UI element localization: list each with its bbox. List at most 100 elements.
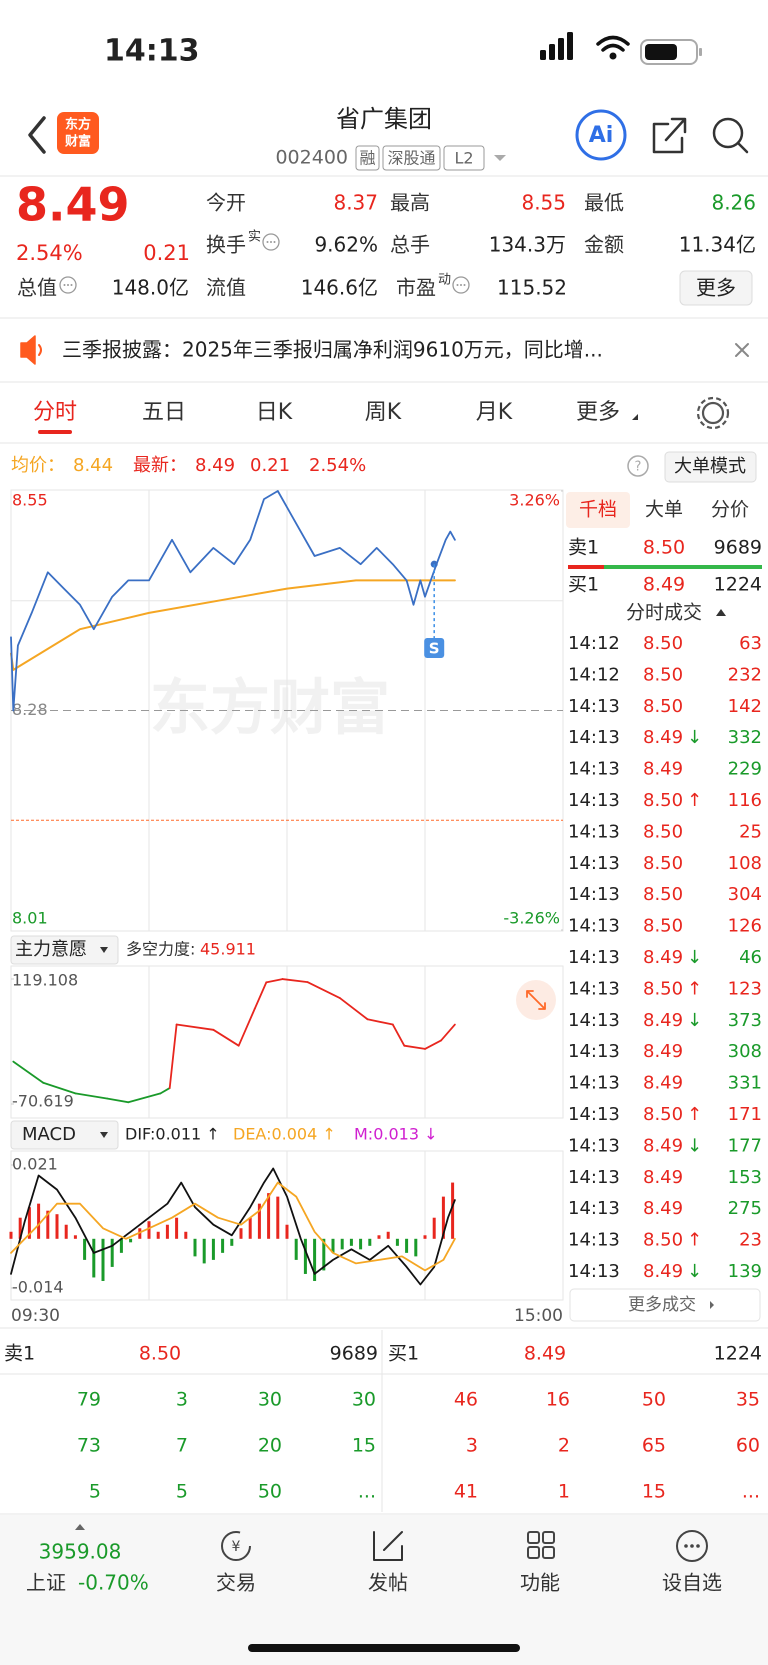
settings-icon[interactable] bbox=[701, 401, 725, 425]
intent-segment bbox=[306, 981, 341, 999]
battery-level bbox=[645, 44, 677, 60]
index-value[interactable]: 3959.08 bbox=[39, 1540, 122, 1564]
trade-price: 8.49 bbox=[643, 1167, 683, 1188]
bid-order: 35 bbox=[736, 1389, 760, 1411]
macd-selector[interactable] bbox=[10, 1120, 119, 1150]
bid-order: 2 bbox=[558, 1435, 570, 1457]
ai-button[interactable] bbox=[575, 109, 627, 161]
trade-time: 14:13 bbox=[568, 759, 620, 780]
help-mark: ? bbox=[635, 460, 642, 475]
search-button[interactable] bbox=[712, 117, 744, 149]
last-label: 最新： bbox=[133, 455, 187, 476]
macd-title[interactable]: MACD bbox=[22, 1124, 76, 1145]
battery-cap bbox=[699, 48, 702, 56]
dif-line bbox=[10, 1167, 456, 1286]
info-icon[interactable] bbox=[59, 276, 77, 294]
tab[interactable]: 更多 bbox=[576, 400, 620, 425]
field-value: 8.26 bbox=[711, 191, 756, 215]
intent-selector[interactable] bbox=[10, 935, 119, 965]
trade-direction: ↓ bbox=[687, 1261, 702, 1282]
nav-item[interactable]: 交易 bbox=[216, 1571, 256, 1595]
intent-segment bbox=[424, 1039, 442, 1050]
macd-bar bbox=[239, 1228, 243, 1239]
trade-volume: 332 bbox=[728, 727, 762, 748]
field-label: 今开 bbox=[206, 191, 246, 215]
ask-label: 卖1 bbox=[568, 537, 599, 559]
settings-gear[interactable] bbox=[696, 396, 730, 430]
intent-segment bbox=[440, 1023, 456, 1042]
field-label: 最高 bbox=[390, 191, 430, 215]
tab[interactable]: 五日 bbox=[142, 400, 186, 425]
intent-segment bbox=[253, 981, 268, 1010]
dea-line bbox=[10, 1181, 456, 1272]
trade-price: 8.49 bbox=[643, 947, 683, 968]
back-button[interactable] bbox=[28, 116, 46, 154]
intent-segment bbox=[403, 1044, 426, 1050]
macd-bar bbox=[184, 1231, 188, 1239]
bid-order: 60 bbox=[736, 1435, 760, 1457]
more-label[interactable]: 更多 bbox=[696, 276, 736, 300]
signal-bar bbox=[540, 50, 546, 60]
field-value: 8.37 bbox=[333, 191, 378, 215]
index-change[interactable]: -0.70% bbox=[78, 1571, 149, 1595]
ai-label[interactable]: Ai bbox=[589, 123, 614, 148]
intent-segment bbox=[74, 1092, 109, 1100]
close-notice[interactable] bbox=[735, 343, 749, 357]
info-dot bbox=[67, 284, 69, 286]
nav-item[interactable]: 发帖 bbox=[368, 1571, 408, 1595]
index-name[interactable]: 上证 bbox=[26, 1571, 66, 1595]
depth-tab[interactable]: 大单 bbox=[645, 499, 683, 521]
marker-label[interactable]: S bbox=[429, 640, 440, 658]
intent-segment bbox=[159, 1087, 171, 1095]
macd-bar bbox=[441, 1196, 445, 1239]
nav-item[interactable]: 设自选 bbox=[662, 1571, 722, 1595]
bid-price: 8.49 bbox=[524, 1343, 566, 1365]
status-time: 14:13 bbox=[104, 34, 200, 69]
signal-bar bbox=[567, 32, 573, 60]
change-value: 0.21 bbox=[250, 455, 290, 476]
intent-segment bbox=[12, 1060, 45, 1084]
tag-box bbox=[382, 145, 441, 171]
depth-tab[interactable]: 分价 bbox=[711, 499, 749, 521]
macd-bar bbox=[349, 1238, 353, 1246]
macd-bar bbox=[110, 1238, 114, 1267]
nav-item[interactable]: 功能 bbox=[520, 1571, 560, 1595]
y-tick-label: 0.021 bbox=[12, 1155, 58, 1174]
marker-box[interactable] bbox=[424, 638, 445, 658]
more-trades-label[interactable]: 更多成交 bbox=[628, 1295, 696, 1315]
macd-bar bbox=[92, 1238, 96, 1278]
tab[interactable]: 分时 bbox=[33, 400, 77, 425]
info-icon[interactable] bbox=[262, 233, 280, 251]
mode-label[interactable]: 大单模式 bbox=[674, 456, 746, 477]
watchlist-dot bbox=[690, 1544, 694, 1548]
depth-tab[interactable]: 千档 bbox=[579, 499, 617, 521]
y-tick-label: -70.619 bbox=[12, 1092, 74, 1111]
info-dot bbox=[460, 284, 462, 286]
notice-text[interactable]: 三季报披露：2025年三季报归属净利润9610万元，同比增... bbox=[62, 338, 603, 362]
more-button[interactable] bbox=[679, 270, 753, 306]
bid-order: 15 bbox=[642, 1481, 666, 1503]
macd-bar bbox=[37, 1203, 41, 1239]
bid-order: 16 bbox=[546, 1389, 570, 1411]
ask-order: 5 bbox=[89, 1481, 101, 1503]
info-icon[interactable] bbox=[452, 276, 470, 294]
help-icon[interactable] bbox=[627, 455, 649, 477]
intent-segment bbox=[168, 1023, 178, 1089]
intent-title[interactable]: 主力意愿 bbox=[15, 939, 87, 960]
trade-icon-glyph: ¥ bbox=[232, 1539, 241, 1555]
trade-time: 14:13 bbox=[568, 696, 620, 717]
share-button[interactable] bbox=[652, 117, 687, 154]
intent-segment bbox=[127, 1092, 162, 1104]
mode-button[interactable] bbox=[664, 451, 757, 483]
macd-bar bbox=[156, 1231, 160, 1239]
trade-time: 14:13 bbox=[568, 884, 620, 905]
trade-price: 8.49 bbox=[643, 1135, 683, 1156]
field-label: 最低 bbox=[584, 191, 624, 215]
more-trades-button[interactable] bbox=[569, 1288, 761, 1322]
tab[interactable]: 周K bbox=[365, 400, 402, 425]
selector-arrow bbox=[100, 947, 108, 953]
tab[interactable]: 日K bbox=[256, 400, 293, 425]
speaker-wave bbox=[38, 344, 42, 356]
tab[interactable]: 月K bbox=[476, 400, 513, 425]
trade-volume: 25 bbox=[739, 821, 762, 842]
